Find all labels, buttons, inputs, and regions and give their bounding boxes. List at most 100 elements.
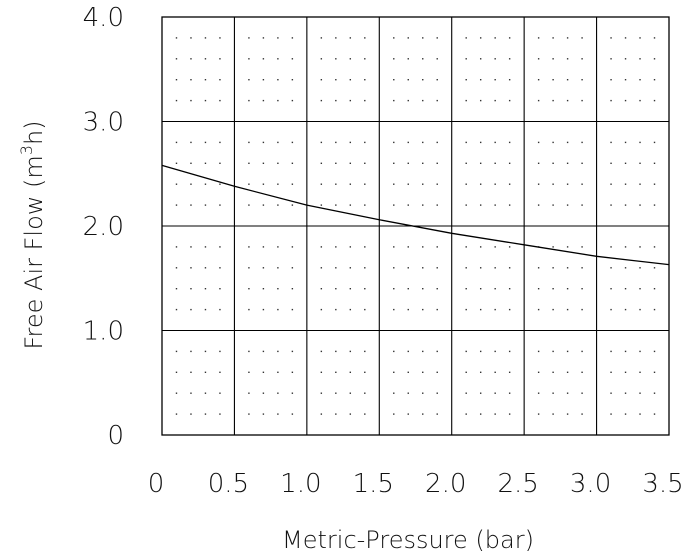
grid-dot <box>508 79 511 81</box>
grid-dot <box>349 58 352 60</box>
grid-dot <box>537 37 540 39</box>
grid-dot <box>335 371 337 373</box>
grid-dot <box>262 267 265 269</box>
grid-dot <box>291 183 294 185</box>
grid-dot <box>364 371 366 373</box>
grid-dot <box>190 37 192 39</box>
grid-dot <box>653 204 656 206</box>
grid-dot <box>479 183 482 185</box>
grid-dot <box>479 288 482 290</box>
grid-dot <box>624 371 627 373</box>
grid-dot <box>291 392 294 394</box>
grid-dot <box>508 141 511 144</box>
grid-dot <box>639 308 641 311</box>
x-tick-label: 2.5 <box>497 469 538 499</box>
grid-dot <box>364 183 366 185</box>
grid-dot <box>262 288 265 290</box>
grid-dot <box>508 58 511 60</box>
grid-dot <box>566 413 569 415</box>
grid-dot <box>624 162 627 164</box>
grid-dot <box>494 183 496 185</box>
grid-dot <box>349 392 352 394</box>
grid-dot <box>639 288 641 290</box>
grid-dot <box>393 79 395 81</box>
grid-dot <box>581 246 583 248</box>
grid-dot <box>537 79 540 81</box>
y-tick-label: 2.0 <box>83 212 124 242</box>
grid-dot <box>465 204 467 206</box>
grid-dot <box>537 183 540 185</box>
grid-dot <box>610 37 612 39</box>
grid-dot <box>277 99 279 102</box>
x-tick-labels: 0 0.5 1.0 1.5 2.0 2.5 3.0 3.5 <box>148 469 684 499</box>
grid-dot <box>581 162 583 164</box>
grid-dot <box>277 162 279 164</box>
grid-dot <box>277 392 279 394</box>
y-tick-label: 4.0 <box>83 3 124 33</box>
grid-dot <box>494 350 496 353</box>
grid-dot <box>479 413 482 415</box>
grid-dot <box>581 371 583 373</box>
grid-dot <box>422 350 424 353</box>
grid-dot <box>624 141 627 144</box>
grid-dot <box>537 288 540 290</box>
grid-dot <box>465 58 467 60</box>
grid-dot <box>248 183 250 185</box>
grid-dot <box>653 58 656 60</box>
y-tick-label: 0 <box>107 421 124 451</box>
grid-dot <box>465 79 467 81</box>
x-tick-label: 3.0 <box>570 469 611 499</box>
grid-dot <box>190 308 192 311</box>
grid-dot <box>508 162 511 164</box>
grid-dot <box>610 308 612 311</box>
grid-dot <box>552 267 554 269</box>
grid-dot <box>624 413 627 415</box>
grid-dot <box>364 392 366 394</box>
grid-dot <box>436 246 438 248</box>
grid-dot <box>494 99 496 102</box>
grid-dot <box>653 267 656 269</box>
series-layer <box>161 164 670 266</box>
grid-dot <box>581 350 583 353</box>
grid-dot <box>335 141 337 144</box>
grid-dot <box>393 267 395 269</box>
grid-dot <box>494 308 496 311</box>
grid-dot <box>566 37 569 39</box>
grid-dot <box>479 308 482 311</box>
grid-dot <box>393 288 395 290</box>
grid-dot <box>291 99 294 102</box>
series-line <box>161 164 670 266</box>
grid-dot <box>335 413 337 415</box>
grid-dot <box>436 413 438 415</box>
grid-dot <box>581 141 583 144</box>
grid-dot <box>552 204 554 206</box>
grid-dot <box>465 392 467 394</box>
grid-dot <box>349 413 352 415</box>
grid-dot <box>291 308 294 311</box>
grid-dot <box>552 392 554 394</box>
grid-dot <box>248 204 250 206</box>
grid-dot <box>175 79 178 81</box>
grid-dot <box>653 392 656 394</box>
grid-dot <box>349 162 352 164</box>
grid-dot <box>494 267 496 269</box>
grid-dot <box>248 392 250 394</box>
grid-dot <box>364 350 366 353</box>
grid-dot <box>219 141 221 144</box>
grid-dot <box>335 246 337 248</box>
grid-dot <box>537 392 540 394</box>
grid-dot <box>349 79 352 81</box>
grid-dot <box>349 141 352 144</box>
grid-dot <box>277 308 279 311</box>
grid-dot <box>190 58 192 60</box>
grid-dot <box>552 350 554 353</box>
grid-dot <box>320 288 323 290</box>
grid-dot <box>566 308 569 311</box>
grid-dot <box>320 162 323 164</box>
grid-dot <box>320 204 323 206</box>
grid-dot <box>335 99 337 102</box>
grid-dot <box>248 288 250 290</box>
grid-dot <box>537 58 540 60</box>
x-tick-label: 3.5 <box>642 469 683 499</box>
grid-dot <box>175 246 178 248</box>
